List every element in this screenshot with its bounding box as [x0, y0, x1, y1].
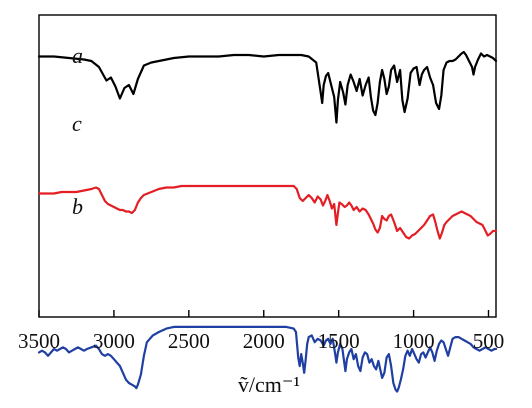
x-axis-label: ṽ/cm⁻¹ — [238, 372, 300, 397]
x-tick-label-3000: 3000 — [93, 329, 135, 353]
series-label-b: b — [72, 194, 83, 219]
tick-layer: 3500 3000 2500 2000 1500 1000 500 — [18, 310, 504, 353]
series-layer — [37, 50, 498, 393]
x-tick-label-500: 500 — [473, 329, 505, 353]
x-tick-label-3500: 3500 — [18, 329, 60, 353]
series-line-c — [37, 184, 498, 240]
x-tick-label-1000: 1000 — [393, 329, 435, 353]
series-line-b — [37, 325, 498, 393]
x-tick-label-2000: 2000 — [243, 329, 285, 353]
x-tick-label-2500: 2500 — [168, 329, 210, 353]
label-layer: a c b — [72, 43, 83, 219]
plot-frame — [38, 14, 497, 318]
series-label-a: a — [72, 43, 83, 68]
series-label-c: c — [72, 111, 82, 136]
x-tick-label-1500: 1500 — [318, 329, 360, 353]
series-line-a — [37, 50, 498, 124]
